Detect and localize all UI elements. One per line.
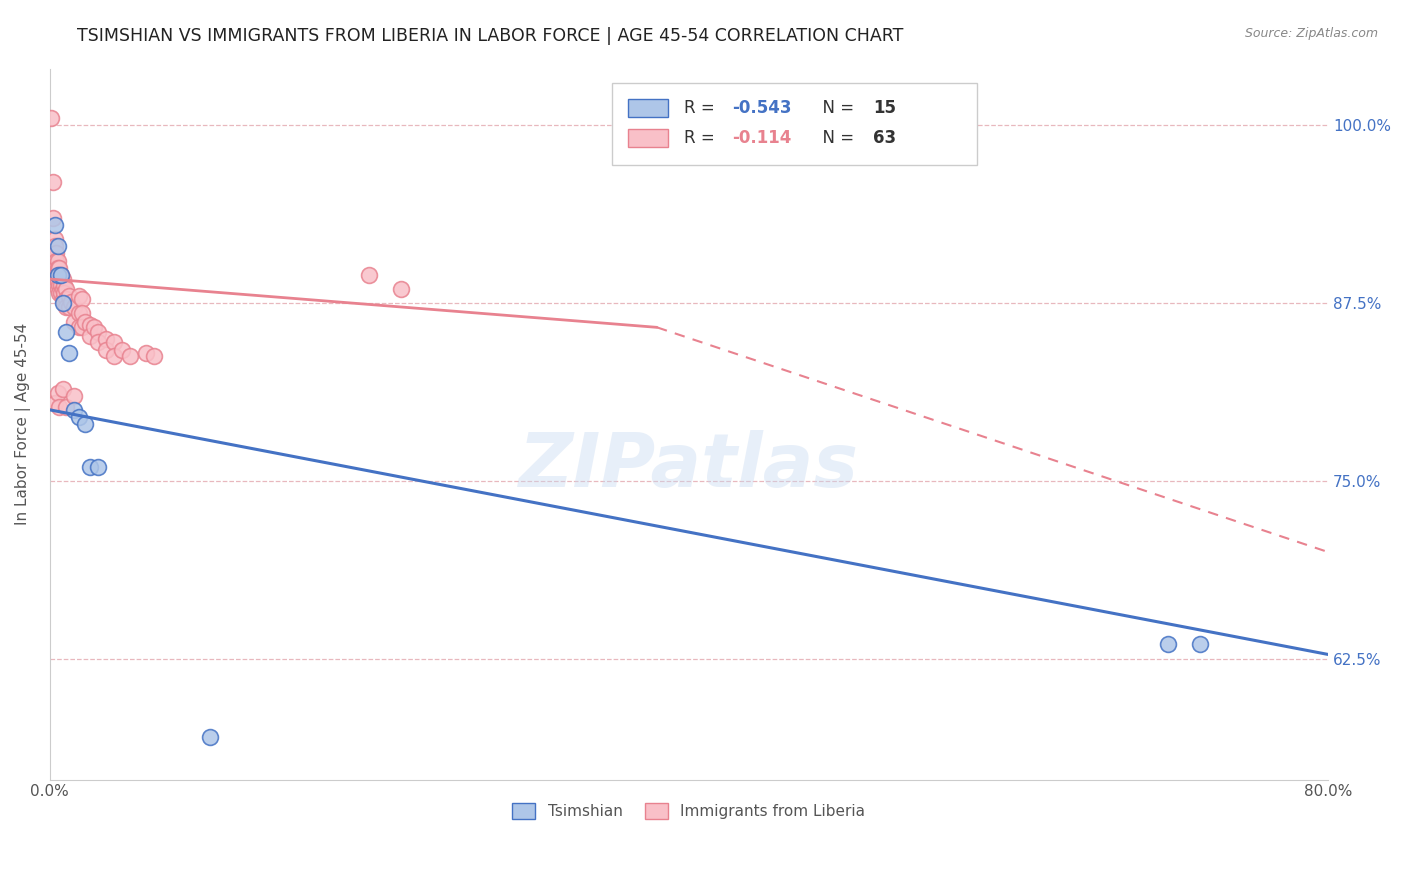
Point [94,343,117,358]
Point [55,400,77,414]
Point [44,232,66,246]
Point [46,385,69,400]
Point [42,211,65,225]
Point [55,282,77,296]
Text: 15: 15 [873,99,896,117]
Point [49,268,72,282]
FancyBboxPatch shape [612,83,977,164]
Point [79,318,101,332]
Point [118,349,141,363]
Point [67,320,90,334]
Point [49,268,72,282]
FancyBboxPatch shape [627,129,668,147]
Point [62,301,84,315]
Point [48,277,70,292]
Text: -0.543: -0.543 [733,99,792,117]
Point [44,253,66,268]
Point [45,260,67,275]
Point [62,315,84,329]
Point [94,332,117,346]
Text: R =: R = [683,99,720,117]
Point [111,343,134,358]
Text: -0.114: -0.114 [733,129,792,147]
Point [53,277,76,292]
Point [86,334,108,349]
Point [48,286,70,301]
Point [53,294,76,309]
Text: N =: N = [811,99,859,117]
Point [62,389,84,403]
Point [42,175,65,189]
Point [55,292,77,306]
Legend: Tsimshian, Immigrants from Liberia: Tsimshian, Immigrants from Liberia [506,797,872,825]
Point [1157,638,1180,652]
Point [55,301,77,315]
Point [59,294,82,309]
Point [67,409,90,424]
Point [58,301,80,315]
Point [51,382,73,396]
Point [44,239,66,253]
Point [86,325,108,339]
Point [103,334,125,349]
Point [49,277,72,292]
Point [49,286,72,301]
Point [46,239,69,253]
Point [198,730,221,744]
Point [70,306,93,320]
Point [53,286,76,301]
Point [51,292,73,306]
Y-axis label: In Labor Force | Age 45-54: In Labor Force | Age 45-54 [15,323,31,525]
Point [135,346,157,360]
Text: ZIPatlas: ZIPatlas [519,430,859,503]
Point [44,218,66,232]
Text: N =: N = [811,129,859,147]
Point [389,282,412,296]
Point [51,296,73,310]
Point [67,289,90,303]
Text: Source: ZipAtlas.com: Source: ZipAtlas.com [1244,27,1378,40]
Point [46,253,69,268]
Point [46,275,69,289]
Point [58,346,80,360]
Point [79,459,101,474]
Point [44,395,66,409]
Point [46,260,69,275]
Point [83,320,105,334]
Point [1189,638,1212,652]
Point [51,282,73,296]
Point [79,329,101,343]
Point [62,402,84,417]
Point [73,417,96,431]
Point [70,320,93,334]
Point [46,268,69,282]
Point [48,260,70,275]
Text: 63: 63 [873,129,896,147]
Text: R =: R = [683,129,720,147]
Point [70,292,93,306]
Point [359,268,381,282]
Point [48,400,70,414]
Point [58,289,80,303]
Point [142,349,165,363]
Point [41,112,63,126]
Point [67,306,90,320]
FancyBboxPatch shape [627,99,668,117]
Point [48,268,70,282]
Point [46,268,69,282]
Point [45,246,67,260]
Point [103,349,125,363]
Text: TSIMSHIAN VS IMMIGRANTS FROM LIBERIA IN LABOR FORCE | AGE 45-54 CORRELATION CHAR: TSIMSHIAN VS IMMIGRANTS FROM LIBERIA IN … [77,27,904,45]
Point [55,325,77,339]
Point [73,315,96,329]
Point [45,253,67,268]
Point [86,459,108,474]
Point [46,282,69,296]
Point [51,272,73,286]
